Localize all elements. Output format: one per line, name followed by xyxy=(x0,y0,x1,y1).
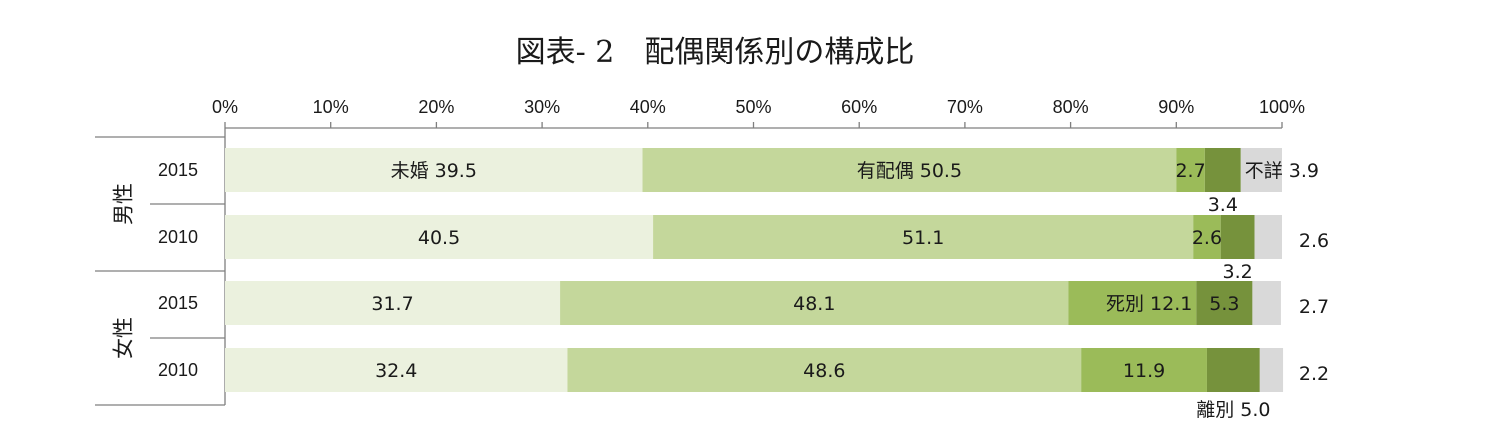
data-label: 48.6 xyxy=(803,360,845,382)
group-label: 男性 xyxy=(111,183,135,225)
category-label: 2015 xyxy=(158,293,198,313)
bar-mikon xyxy=(225,348,568,392)
data-label: 2.7 xyxy=(1175,160,1205,182)
x-tick-label: 0% xyxy=(212,97,238,117)
x-tick-label: 50% xyxy=(735,97,771,117)
x-tick-label: 40% xyxy=(630,97,666,117)
bar-haiguu xyxy=(567,348,1082,392)
bar-haiguu xyxy=(560,281,1069,325)
bar-ribetsu xyxy=(1206,348,1260,392)
category-label: 2010 xyxy=(158,360,198,380)
bar-mikon xyxy=(225,215,654,259)
x-tick-label: 30% xyxy=(524,97,560,117)
data-label: 2.2 xyxy=(1299,363,1329,385)
category-label: 2010 xyxy=(158,227,198,247)
category-label: 2015 xyxy=(158,160,198,180)
bar-fushou xyxy=(1254,215,1282,259)
x-tick-label: 80% xyxy=(1053,97,1089,117)
x-tick-label: 20% xyxy=(418,97,454,117)
data-label: 離別 5.0 xyxy=(1196,399,1270,421)
bar-fushou xyxy=(1240,148,1282,192)
x-tick-label: 70% xyxy=(947,97,983,117)
bar-fushou xyxy=(1252,281,1281,325)
bar-haiguu xyxy=(653,215,1194,259)
bar-shibetsu xyxy=(1068,281,1197,325)
data-label: 3.4 xyxy=(1208,194,1238,216)
bar-ribetsu xyxy=(1196,281,1253,325)
data-label: 40.5 xyxy=(418,227,460,249)
bars xyxy=(225,148,1284,392)
data-label: 51.1 xyxy=(902,227,944,249)
chart-title: 図表- 2 配偶関係別の構成比 xyxy=(516,35,915,70)
data-label: 32.4 xyxy=(375,360,417,382)
x-tick-label: 90% xyxy=(1158,97,1194,117)
data-label: 不詳 3.9 xyxy=(1245,160,1319,182)
data-label: 5.3 xyxy=(1209,293,1239,315)
data-label: 3.2 xyxy=(1222,261,1252,283)
data-label: 未婚 39.5 xyxy=(391,160,477,182)
data-labels: 未婚 39.5 有配偶 50.5 2.73.4不詳 3.940.5 51.1 2.63.… xyxy=(371,160,1329,421)
bar-mikon xyxy=(225,148,643,192)
bar-fushou xyxy=(1259,348,1284,392)
data-label: 2.6 xyxy=(1299,230,1329,252)
data-label: 有配偶 50.5 xyxy=(857,160,962,182)
data-label: 48.1 xyxy=(793,293,835,315)
data-label: 31.7 xyxy=(371,293,413,315)
data-label: 11.9 xyxy=(1123,360,1165,382)
group-label: 女性 xyxy=(111,317,135,359)
data-label: 2.6 xyxy=(1192,227,1222,249)
data-label: 死別 12.1 xyxy=(1106,293,1192,315)
bar-ribetsu xyxy=(1204,148,1241,192)
x-axis-ticks: 0% 10% 20% 30% 40% 50% 60% 70% 80% 90% 100% xyxy=(212,97,1305,117)
x-tick-label: 100% xyxy=(1259,97,1305,117)
bar-shibetsu xyxy=(1193,215,1221,259)
bar-shibetsu xyxy=(1176,148,1205,192)
bar-mikon xyxy=(225,281,561,325)
x-tick-label: 60% xyxy=(841,97,877,117)
bar-shibetsu xyxy=(1081,348,1207,392)
x-tick-label: 10% xyxy=(313,97,349,117)
data-label: 2.7 xyxy=(1299,296,1329,318)
bar-ribetsu xyxy=(1220,215,1255,259)
bar-haiguu xyxy=(642,148,1177,192)
